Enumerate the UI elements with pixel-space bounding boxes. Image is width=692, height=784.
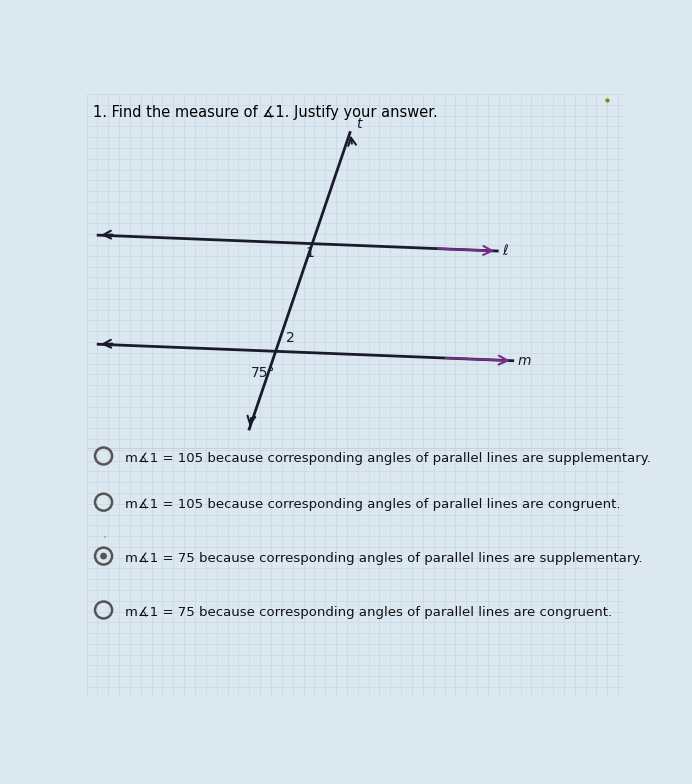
Text: ′: ′: [104, 536, 107, 546]
Text: 1: 1: [305, 246, 314, 260]
Text: m∡1 = 105 because corresponding angles of parallel lines are congruent.: m∡1 = 105 because corresponding angles o…: [125, 498, 621, 511]
Circle shape: [101, 554, 107, 559]
Text: m: m: [518, 354, 531, 368]
Text: m∡1 = 75 because corresponding angles of parallel lines are supplementary.: m∡1 = 75 because corresponding angles of…: [125, 552, 643, 565]
Text: t: t: [356, 117, 362, 131]
Text: ℓ: ℓ: [502, 244, 508, 258]
Text: 75°: 75°: [251, 366, 275, 380]
Text: m∡1 = 75 because corresponding angles of parallel lines are congruent.: m∡1 = 75 because corresponding angles of…: [125, 606, 612, 619]
Text: 2: 2: [286, 331, 295, 345]
Text: m∡1 = 105 because corresponding angles of parallel lines are supplementary.: m∡1 = 105 because corresponding angles o…: [125, 452, 651, 465]
Text: 1. Find the measure of ∡1. Justify your answer.: 1. Find the measure of ∡1. Justify your …: [93, 105, 437, 120]
